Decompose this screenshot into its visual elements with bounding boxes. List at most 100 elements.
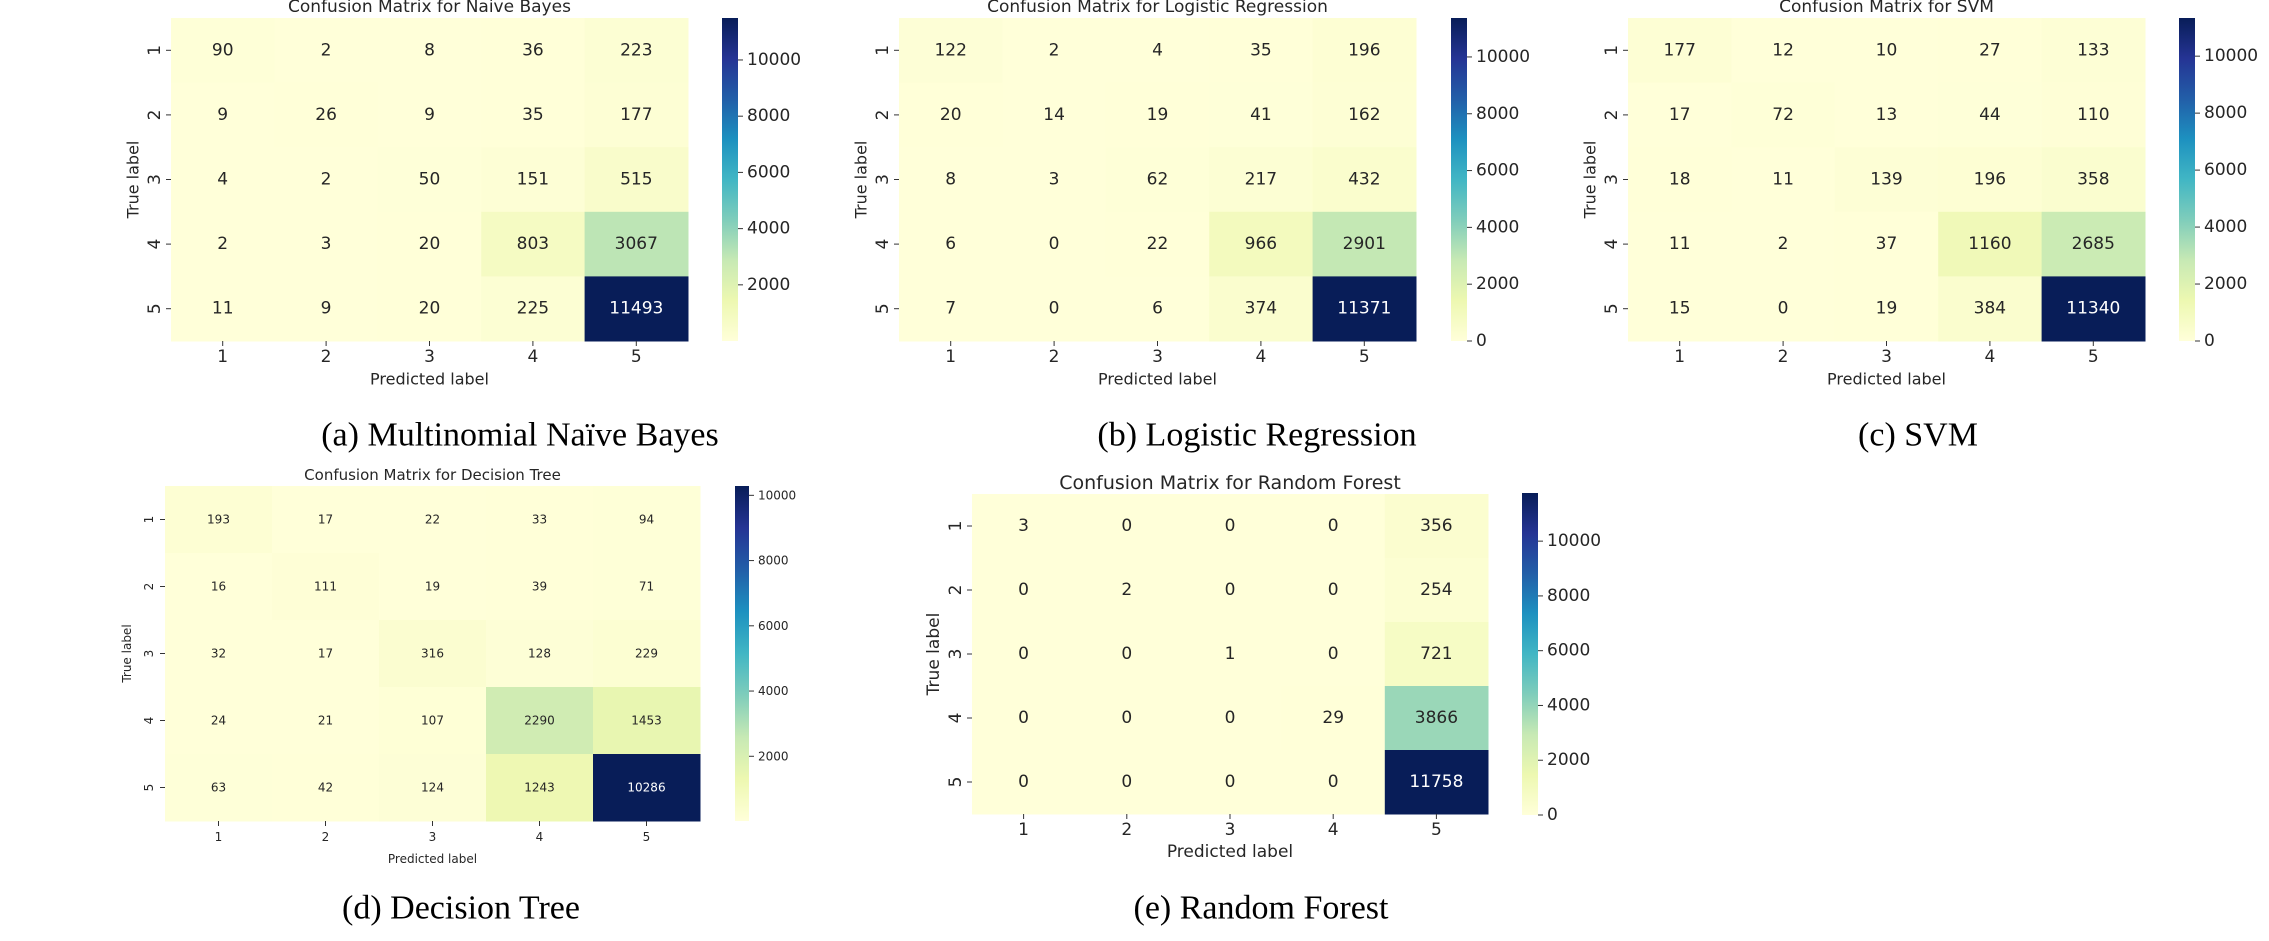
heatmap-cell [272,687,380,755]
colorbar [1522,493,1538,815]
colorbar-tick-label: 2000 [747,275,790,295]
x-tick-label: 5 [631,347,642,367]
heatmap-cell [972,558,1076,623]
cell-value-label: 9 [321,299,332,319]
heatmap-cell [1628,147,1732,213]
heatmap-cell [1628,18,1732,84]
heatmap-cell [1075,622,1179,687]
cell-value-label: 12 [1772,40,1794,60]
heatmap-cell [272,754,380,822]
colorbar [735,486,749,821]
cell-value-label: 50 [419,170,441,190]
cell-value-label: 11758 [1409,772,1463,792]
y-tick-label: 5 [873,303,893,314]
cell-value-label: 62 [1147,170,1169,190]
cell-value-label: 1160 [1968,234,2011,254]
heatmap-cell [1731,147,1836,213]
y-tick-label: 2 [873,109,893,120]
heatmap-cell [1178,558,1283,623]
cell-value-label: 20 [940,105,962,125]
heatmap-cell [272,486,380,554]
y-tick-label: 1 [1602,45,1622,56]
y-tick-label: 3 [873,174,893,185]
subfigure-caption: (c) SVM [1858,417,1978,454]
y-tick-label: 3 [946,649,966,660]
cell-value-label: 9 [217,105,228,125]
cell-value-label: 3 [1049,170,1060,190]
heatmap-cell [165,754,273,822]
heatmap-cell [1312,82,1417,148]
heatmap-cell [584,147,689,213]
x-tick-label: 2 [322,830,330,844]
cell-value-label: 41 [1250,105,1272,125]
x-tick-label: 3 [424,347,435,367]
cell-value-label: 7 [945,299,956,319]
cell-value-label: 13 [1876,105,1898,125]
cell-value-label: 0 [1328,772,1339,792]
y-tick-label: 4 [145,239,165,250]
colorbar-tick-label: 6000 [2204,160,2247,180]
heatmap-cell [2041,276,2146,342]
subfigure-caption: (e) Random Forest [1134,890,1390,927]
heatmap-cell [379,553,487,621]
heatmap-cell [584,18,689,84]
cell-value-label: 11371 [1337,299,1391,319]
heatmap-cell [379,687,487,755]
heatmap-cell [486,754,594,822]
cell-value-label: 356 [1420,516,1452,536]
heatmap-cell [1075,494,1179,559]
subfigure-caption: (a) Multinomial Naïve Bayes [321,417,719,454]
heatmap-cell [377,82,482,148]
x-tick-label: 2 [321,347,332,367]
y-tick-label: 3 [145,174,165,185]
cell-value-label: 316 [421,647,444,661]
heatmap-cell [1002,18,1107,84]
y-tick-label: 5 [946,777,966,788]
cell-value-label: 19 [1147,105,1169,125]
heatmap-cell [2041,211,2146,277]
heatmap-cell [593,620,701,688]
colorbar [1451,18,1467,341]
cell-value-label: 111 [314,580,337,594]
heatmap-cell [1384,686,1489,751]
colorbar-tick-label: 2000 [758,749,789,763]
chart-title: Confusion Matrix for Logistic Regression [987,0,1328,17]
cell-value-label: 20 [419,234,441,254]
cell-value-label: 36 [522,40,544,60]
x-tick-label: 5 [2088,347,2099,367]
heatmap-cell [379,620,487,688]
cell-value-label: 15 [1669,299,1691,319]
cell-value-label: 177 [1663,40,1695,60]
cell-value-label: 33 [532,513,547,527]
cell-value-label: 3 [321,234,332,254]
cell-value-label: 16 [211,580,226,594]
heatmap-cell [972,494,1076,559]
cell-value-label: 0 [1328,580,1339,600]
cell-value-label: 0 [1121,516,1132,536]
y-axis-label: True label [120,624,134,683]
cell-value-label: 124 [421,781,444,795]
colorbar-tick-label: 6000 [1476,161,1519,181]
cell-value-label: 0 [1018,708,1029,728]
heatmap-cell [2041,18,2146,84]
cell-value-label: 17 [318,513,333,527]
x-tick-label: 5 [1359,347,1370,367]
y-tick-label: 2 [946,585,966,596]
cell-value-label: 196 [1974,170,2006,190]
cell-value-label: 14 [1043,105,1065,125]
x-tick-label: 2 [1121,820,1132,840]
cell-value-label: 128 [528,647,551,661]
colorbar-tick-label: 0 [1547,805,1558,825]
heatmap-cell [1628,211,1732,277]
colorbar-tick-label: 8000 [1476,104,1519,124]
cell-value-label: 0 [1121,772,1132,792]
chart-title: Confusion Matrix for Decision Tree [304,466,561,484]
subfigure-caption: (d) Decision Tree [342,890,580,927]
heatmap-cell [1312,211,1417,277]
x-tick-label: 1 [945,347,956,367]
heatmap-cell [165,486,273,554]
cell-value-label: 2290 [524,714,555,728]
chart-title: Confusion Matrix for SVM [1779,0,1994,17]
cell-value-label: 966 [1245,234,1277,254]
